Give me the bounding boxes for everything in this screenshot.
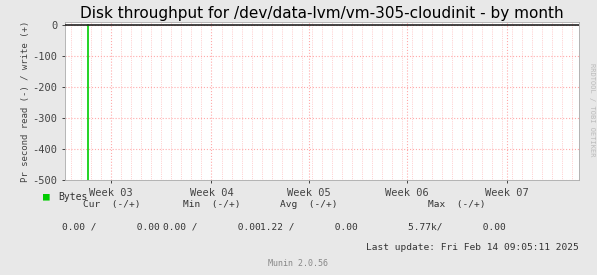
- Text: Avg  (-/+): Avg (-/+): [281, 200, 338, 209]
- Text: Bytes: Bytes: [59, 192, 88, 202]
- Text: ■: ■: [43, 192, 50, 202]
- Text: 0.00 /       0.00: 0.00 / 0.00: [62, 222, 160, 231]
- Text: Cur  (-/+): Cur (-/+): [82, 200, 140, 209]
- Text: Min  (-/+): Min (-/+): [183, 200, 240, 209]
- Text: 0.00 /       0.00: 0.00 / 0.00: [162, 222, 260, 231]
- Text: RRDTOOL / TOBI OETIKER: RRDTOOL / TOBI OETIKER: [589, 63, 595, 157]
- Title: Disk throughput for /dev/data-lvm/vm-305-cloudinit - by month: Disk throughput for /dev/data-lvm/vm-305…: [80, 6, 564, 21]
- Text: 5.77k/       0.00: 5.77k/ 0.00: [408, 222, 506, 231]
- Text: Last update: Fri Feb 14 09:05:11 2025: Last update: Fri Feb 14 09:05:11 2025: [366, 243, 579, 252]
- Text: Max  (-/+): Max (-/+): [428, 200, 486, 209]
- Text: Munin 2.0.56: Munin 2.0.56: [269, 259, 328, 268]
- Y-axis label: Pr second read (-) / write (+): Pr second read (-) / write (+): [20, 20, 30, 182]
- Text: 1.22 /       0.00: 1.22 / 0.00: [260, 222, 358, 231]
